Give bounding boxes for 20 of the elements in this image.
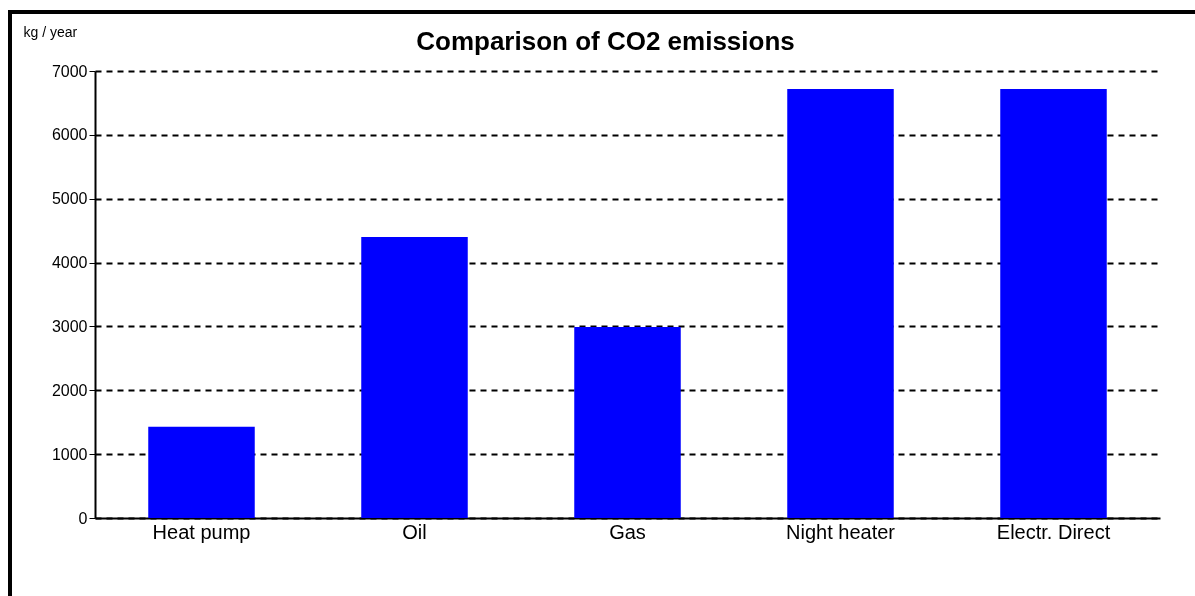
y-tick-label: 3000	[51, 317, 88, 335]
y-tick-label: 2000	[51, 381, 88, 399]
x-tick-label: Electr. Direct	[996, 520, 1111, 543]
y-tick-label: 7000	[51, 62, 88, 80]
y-axis-title: kg / year	[23, 23, 78, 40]
y-tick-label: 1000	[51, 445, 88, 463]
chart-title: Comparison of CO2 emissions	[416, 26, 795, 56]
bar	[1000, 88, 1107, 518]
bar	[361, 237, 468, 518]
y-tick-label: 0	[78, 509, 88, 527]
x-tick-label: Oil	[402, 520, 427, 543]
y-tick-label: 5000	[51, 190, 88, 208]
x-tick-label: Heat pump	[152, 520, 251, 543]
bar	[148, 426, 255, 518]
x-tick-label: Gas	[609, 520, 646, 543]
y-tick-label: 6000	[51, 126, 88, 144]
x-tick-label: Night heater	[786, 520, 896, 543]
bar	[787, 88, 894, 518]
bar	[574, 327, 681, 518]
y-tick-label: 4000	[51, 254, 88, 272]
